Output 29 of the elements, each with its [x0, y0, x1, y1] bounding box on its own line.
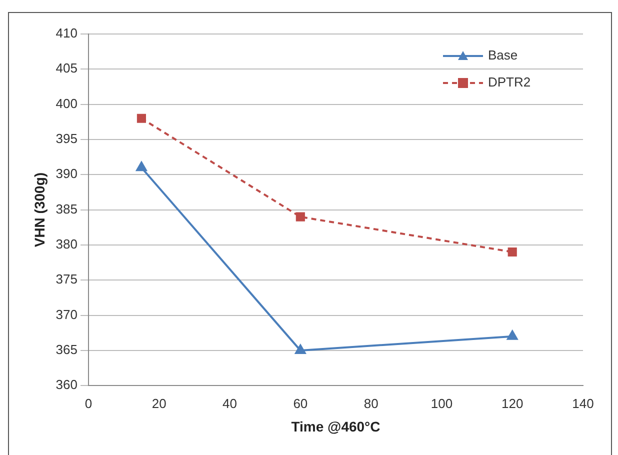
y-tick-label: 360	[56, 377, 78, 392]
x-tick-label: 60	[293, 396, 308, 411]
point	[295, 344, 306, 354]
legend-label: Base	[488, 48, 518, 63]
x-tick-label: 40	[222, 396, 238, 411]
y-tick-label: 410	[56, 26, 78, 41]
x-tick-label: 80	[364, 396, 378, 411]
y-axis-title: VHN (300g)	[31, 172, 48, 248]
point	[136, 114, 146, 123]
y-tick-label: 400	[56, 96, 78, 111]
point	[296, 212, 305, 222]
legend-label: DPTR2	[488, 74, 531, 90]
y-tick-label: 395	[56, 131, 78, 146]
x-tick-label: 140	[572, 396, 594, 411]
x-tick-label: 20	[152, 396, 166, 411]
x-tick-label: 100	[430, 396, 453, 411]
x-tick-label: 0	[84, 396, 92, 411]
y-tick-label: 385	[56, 201, 78, 216]
x-axis-title: Time @460°C	[291, 418, 380, 434]
y-tick-label: 365	[56, 342, 78, 358]
y-tick-label: 370	[56, 306, 78, 322]
y-tick-label: 390	[56, 166, 78, 182]
point	[507, 330, 518, 340]
point	[136, 162, 147, 172]
y-tick-label: 380	[56, 236, 78, 252]
y-tick-label: 405	[56, 60, 78, 76]
x-tick-label: 120	[502, 396, 524, 411]
y-tick-label: 375	[56, 272, 78, 287]
point	[508, 247, 517, 257]
